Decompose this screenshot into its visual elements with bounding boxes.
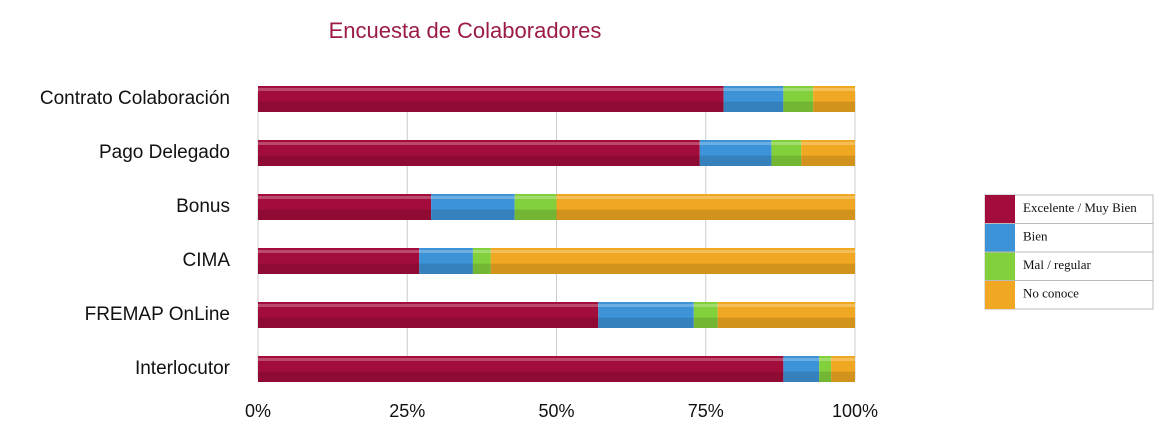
y-tick-label: CIMA bbox=[183, 250, 231, 271]
chart-title: Encuesta de Colaboradores bbox=[329, 18, 602, 43]
bar-segment bbox=[258, 140, 700, 166]
legend-label: Excelente / Muy Bien bbox=[1023, 200, 1137, 215]
bar-segment bbox=[831, 356, 855, 382]
bar-shade bbox=[258, 263, 855, 274]
bar-segment bbox=[717, 302, 855, 328]
bar-segment bbox=[514, 194, 557, 220]
legend-swatch bbox=[985, 195, 1015, 224]
bar-segment bbox=[693, 302, 718, 328]
bar-highlight bbox=[258, 304, 855, 307]
bar-segment bbox=[771, 140, 802, 166]
x-tick-label: 25% bbox=[389, 401, 425, 421]
bar-highlight bbox=[258, 196, 855, 199]
bar-shade bbox=[258, 209, 855, 220]
bar-segment bbox=[258, 302, 599, 328]
bar-segment bbox=[813, 86, 855, 112]
bar-segment bbox=[699, 140, 772, 166]
bar-highlight bbox=[258, 250, 855, 253]
bar-segment bbox=[801, 140, 855, 166]
bar-segment bbox=[556, 194, 855, 220]
bar-shade bbox=[258, 317, 855, 328]
y-tick-label: Interlocutor bbox=[135, 358, 231, 379]
bar-shade bbox=[258, 371, 855, 382]
bar-segment bbox=[258, 194, 432, 220]
bar-segment bbox=[258, 86, 724, 112]
y-tick-label: FREMAP OnLine bbox=[85, 304, 230, 325]
bar-segment bbox=[472, 248, 491, 274]
legend-swatch bbox=[985, 223, 1015, 252]
x-tick-label: 75% bbox=[688, 401, 724, 421]
legend-swatch bbox=[985, 252, 1015, 281]
legend-label: Mal / regular bbox=[1023, 257, 1092, 272]
bar-segment bbox=[819, 356, 832, 382]
x-tick-label: 50% bbox=[538, 401, 574, 421]
bar-highlight bbox=[258, 88, 855, 91]
legend-label: No conoce bbox=[1023, 286, 1079, 301]
y-tick-label: Bonus bbox=[176, 196, 230, 217]
bar-segment bbox=[431, 194, 515, 220]
bar-segment bbox=[598, 302, 694, 328]
bar-segment bbox=[419, 248, 473, 274]
legend-swatch bbox=[985, 280, 1015, 309]
bar-highlight bbox=[258, 358, 855, 361]
y-tick-label: Contrato Colaboración bbox=[40, 88, 230, 109]
bar-segment bbox=[723, 86, 784, 112]
bar-shade bbox=[258, 101, 855, 112]
bar-segment bbox=[783, 86, 814, 112]
bar-segment bbox=[783, 356, 820, 382]
bar-highlight bbox=[258, 142, 855, 145]
y-tick-label: Pago Delegado bbox=[99, 142, 230, 163]
x-tick-label: 0% bbox=[245, 401, 271, 421]
bar-segment bbox=[258, 356, 784, 382]
x-tick-label: 100% bbox=[832, 401, 878, 421]
bar-shade bbox=[258, 155, 855, 166]
bar-segment bbox=[490, 248, 855, 274]
bar-segment bbox=[258, 248, 420, 274]
legend-label: Bien bbox=[1023, 229, 1048, 244]
